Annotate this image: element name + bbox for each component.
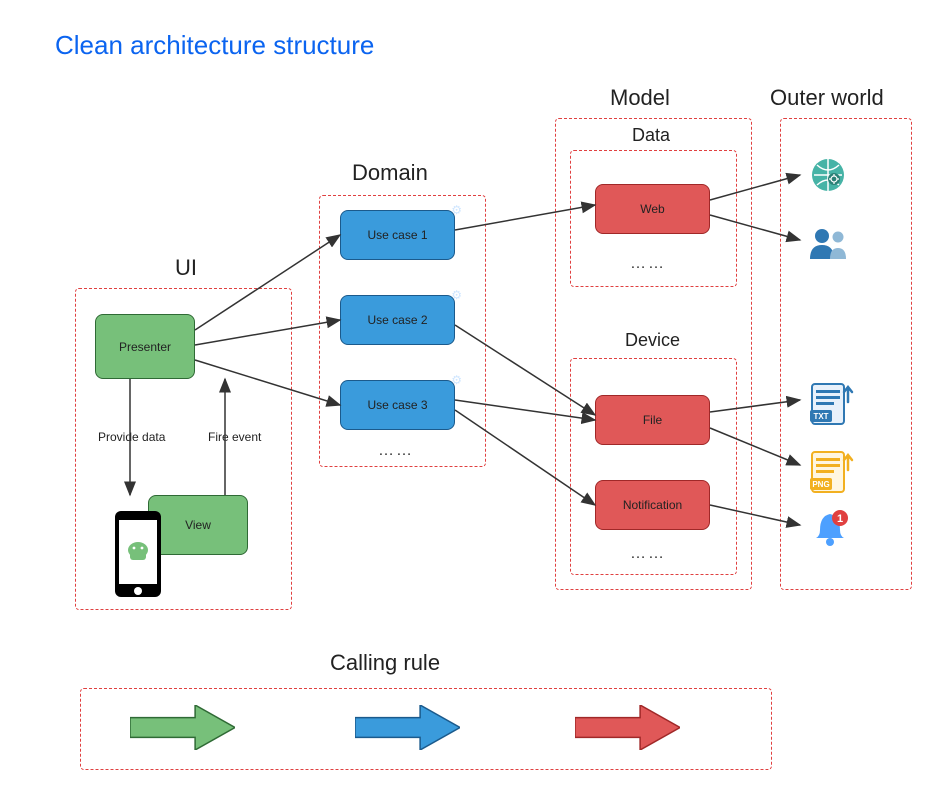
node-usecase1: Use case 1⚙: [340, 210, 455, 260]
node-file-label: File: [643, 413, 662, 427]
label-calling-rule: Calling rule: [330, 650, 440, 676]
phone-icon: [110, 508, 170, 608]
node-view-label: View: [185, 518, 211, 532]
gear-icon: ⚙: [451, 203, 462, 217]
calling-arrow-green: [130, 705, 235, 755]
txt-file-icon: TXT: [808, 380, 858, 433]
node-usecase2: Use case 2⚙: [340, 295, 455, 345]
node-web-label: Web: [640, 202, 664, 216]
node-notification-label: Notification: [623, 498, 682, 512]
svg-text:TXT: TXT: [813, 412, 828, 421]
label-model: Model: [610, 85, 670, 111]
node-usecase3-label: Use case 3: [367, 398, 427, 412]
node-presenter: Presenter: [95, 314, 195, 379]
svg-text:PNG: PNG: [812, 480, 829, 489]
gear-icon: ⚙: [451, 373, 462, 387]
svg-text:1: 1: [837, 513, 843, 525]
users-icon: [808, 225, 850, 268]
node-usecase3: Use case 3⚙: [340, 380, 455, 430]
label-outerworld: Outer world: [770, 85, 884, 111]
label-domain: Domain: [352, 160, 428, 186]
edge-label-provide-data: Provide data: [98, 430, 165, 444]
label-ui: UI: [175, 255, 197, 281]
region-device: [570, 358, 737, 575]
bell-icon: 1: [808, 508, 852, 557]
diagram-title: Clean architecture structure: [55, 30, 374, 61]
ellipsis-data: ……: [630, 255, 666, 273]
calling-arrow-red: [575, 705, 680, 755]
calling-arrow-blue: [355, 705, 460, 755]
edge-label-fire-event: Fire event: [208, 430, 261, 444]
node-notification: Notification: [595, 480, 710, 530]
gear-icon: ⚙: [451, 288, 462, 302]
globe-icon: [808, 155, 848, 200]
node-usecase1-label: Use case 1: [367, 228, 427, 242]
ellipsis-device: ……: [630, 545, 666, 563]
node-presenter-label: Presenter: [119, 340, 171, 354]
node-web: Web: [595, 184, 710, 234]
node-usecase2-label: Use case 2: [367, 313, 427, 327]
ellipsis-domain: ……: [378, 442, 414, 460]
png-file-icon: PNG: [808, 448, 858, 501]
node-file: File: [595, 395, 710, 445]
